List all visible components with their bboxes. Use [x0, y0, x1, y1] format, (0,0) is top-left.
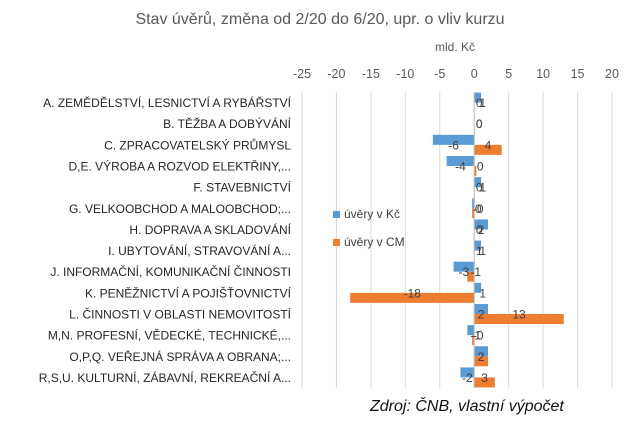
- legend-swatch-cm: [333, 239, 340, 246]
- data-label-kc: 1: [479, 286, 486, 300]
- data-label-cm: 0: [476, 223, 483, 237]
- category-label: D,E. VÝROBA A ROZVOD ELEKTŘINY,...: [68, 159, 291, 174]
- category-label: M,N. PROFESNÍ, VĚDECKÉ, TECHNICKÉ,...: [48, 328, 291, 343]
- data-label-kc: 2: [478, 308, 485, 322]
- x-axis-ticks: -25 -20 -15 -10 -5 0 5 10 15 20: [293, 67, 619, 81]
- x-tick-label: -10: [396, 67, 414, 81]
- category-label: B. TĚŽBA A DOBÝVÁNÍ: [163, 116, 291, 131]
- x-tick-label: 5: [505, 67, 512, 81]
- category-labels: A. ZEMĚDĚLSTVÍ, LESNICTVÍ A RYBÁŘSTVÍ B. …: [39, 95, 292, 385]
- x-tick-label: 20: [605, 67, 619, 81]
- x-tick-label: -15: [362, 67, 380, 81]
- data-label-cm: 0: [476, 96, 483, 110]
- legend-label-cm: úvěry v CM: [344, 235, 405, 249]
- data-label-cm: 0: [476, 117, 483, 131]
- data-label-kc: -3: [459, 265, 470, 279]
- x-tick-label: -25: [293, 67, 311, 81]
- data-label-cm: 2: [478, 350, 485, 364]
- legend-label-kc: úvěry v Kč: [344, 207, 400, 221]
- category-label: G. VELKOOBCHOD A MALOOBCHOD;...: [69, 202, 291, 216]
- unit-label: mld. Kč: [435, 40, 475, 54]
- data-label-cm: 3: [481, 371, 488, 385]
- x-tick-label: 0: [471, 67, 478, 81]
- data-label-kc: -4: [455, 160, 466, 174]
- x-tick-label: -5: [434, 67, 445, 81]
- category-label: H. DOPRAVA A SKLADOVÁNÍ: [129, 222, 291, 237]
- data-label-cm: 0: [476, 181, 483, 195]
- category-label: O,P,Q. VEŘEJNÁ SPRÁVA A OBRANA;...: [69, 349, 291, 364]
- data-label-cm: -1: [470, 265, 481, 279]
- legend: úvěry v Kč úvěry v CM: [333, 207, 405, 249]
- category-label: R,S,U. KULTURNÍ, ZÁBAVNÍ, REKREAČNÍ A...: [39, 370, 291, 385]
- category-label: C. ZPRACOVATELSKÝ PRŮMYSL: [104, 137, 291, 152]
- data-label-cm: 0: [477, 160, 484, 174]
- category-label: L. ČINNOSTI V OBLASTI NEMOVITOSTÍ: [69, 307, 291, 322]
- data-label-cm: -0: [473, 329, 484, 343]
- source-note: Zdroj: ČNB, vlastní výpočet: [370, 398, 564, 416]
- data-label-cm: -0: [473, 202, 484, 216]
- data-label-cm: 13: [512, 308, 526, 322]
- category-label: A. ZEMĚDĚLSTVÍ, LESNICTVÍ A RYBÁŘSTVÍ: [43, 95, 292, 110]
- data-label-kc: -6: [448, 138, 459, 152]
- category-label: J. INFORMAČNÍ, KOMUNIKAČNÍ ČINNOSTI: [50, 264, 291, 279]
- category-label: K. PENĚŽNICTVÍ A POJIŠŤOVNICTVÍ: [85, 285, 292, 300]
- legend-swatch-kc: [333, 211, 340, 218]
- data-label-kc: -2: [462, 371, 473, 385]
- x-tick-label: -20: [327, 67, 345, 81]
- x-tick-label: 15: [571, 67, 585, 81]
- data-label-cm: 1: [476, 244, 483, 258]
- chart-title: Stav úvěrů, změna od 2/20 do 6/20, upr. …: [135, 10, 504, 28]
- category-label: F. STAVEBNICTVÍ: [193, 180, 291, 195]
- x-tick-label: 10: [536, 67, 550, 81]
- category-label: I. UBYTOVÁNÍ, STRAVOVÁNÍ A...: [108, 243, 291, 258]
- data-label-cm: 4: [485, 138, 492, 152]
- data-label-cm: -18: [404, 286, 422, 300]
